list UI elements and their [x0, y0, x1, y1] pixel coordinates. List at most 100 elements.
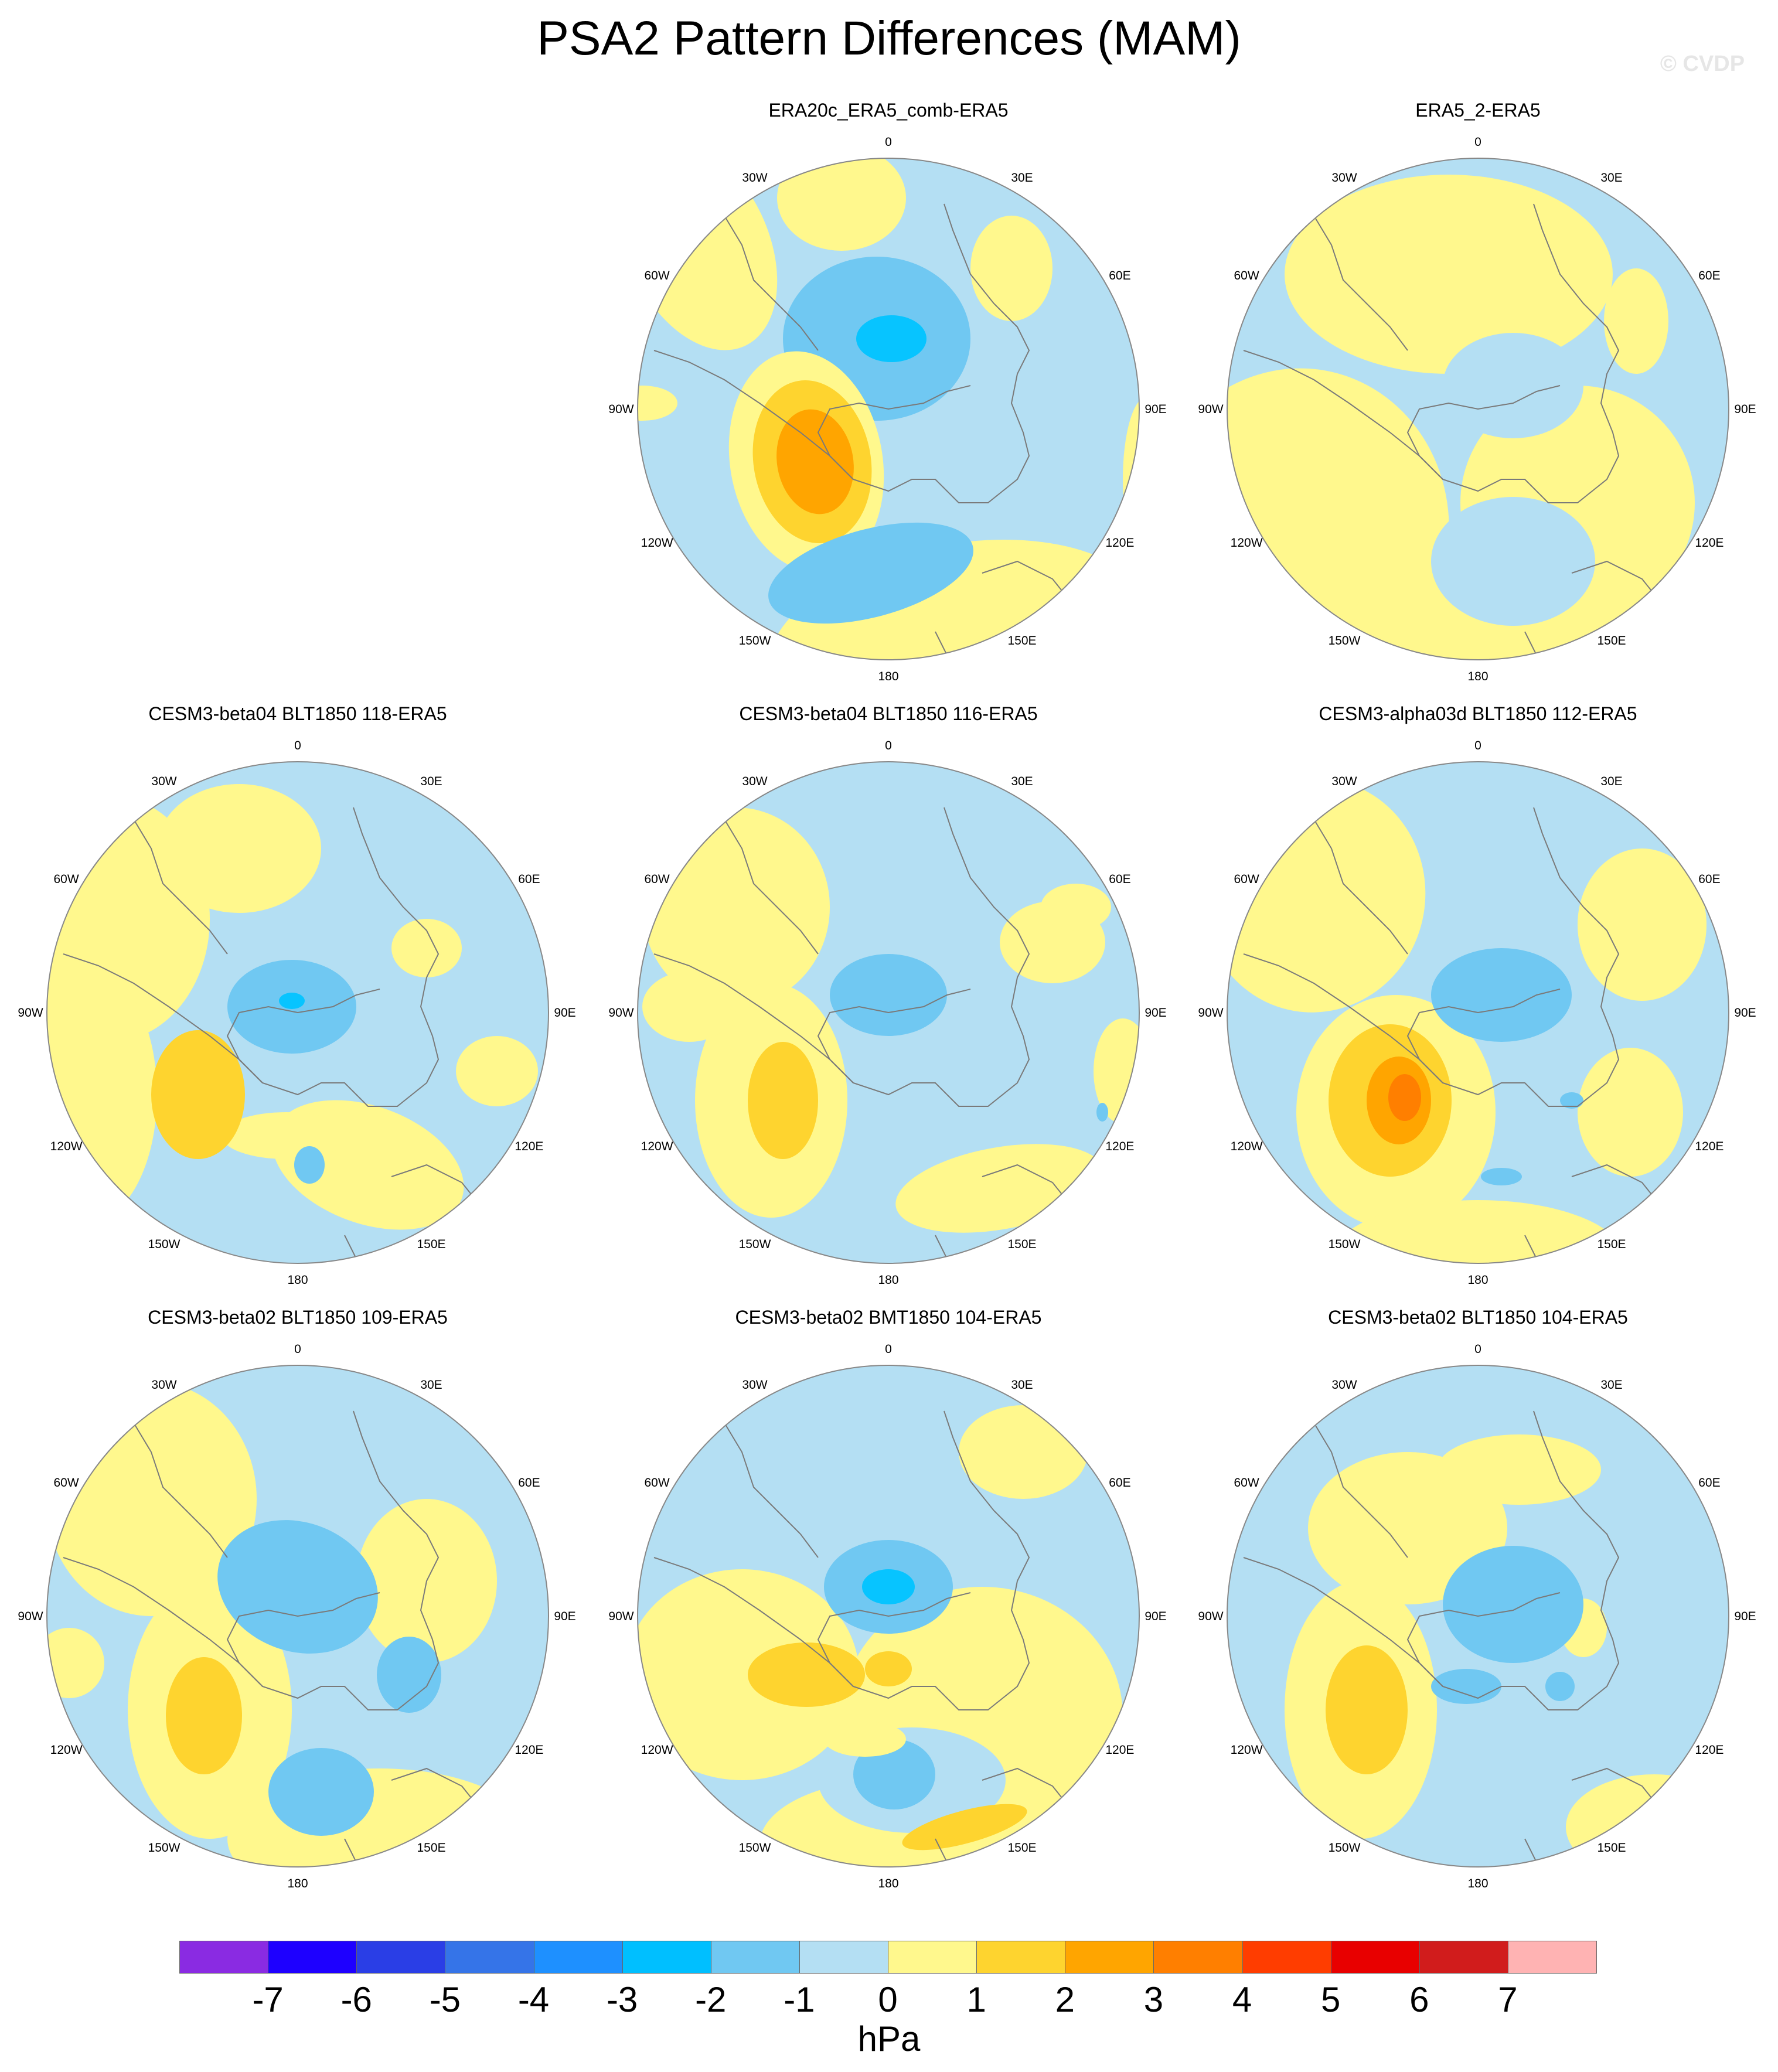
contour-region	[1545, 1672, 1575, 1701]
tick-label-mid-upper-right: 60E	[1109, 269, 1130, 282]
tick-label-right: 90E	[1734, 403, 1756, 416]
colorbar-label: 2	[1055, 1980, 1075, 2019]
colorbar-label: 0	[878, 1980, 898, 2019]
map-panel: 0 30E 60E 90E 120E 150E 180 150W 120W 90W 60W 30W C…	[16, 1306, 579, 1890]
colorbar-label: 4	[1232, 1980, 1252, 2019]
coastline	[724, 819, 819, 955]
tick-label-right: 90E	[554, 1610, 575, 1623]
tick-label-upper-right: 30E	[1011, 171, 1033, 185]
coastline	[1243, 350, 1443, 480]
contour-region	[853, 1739, 935, 1809]
tick-label-bottom: 180	[1467, 1877, 1488, 1890]
tick-label-right: 90E	[1145, 1610, 1166, 1623]
colorbar-label: -3	[606, 1980, 638, 2019]
contour-region	[865, 1651, 912, 1686]
coastline	[1313, 819, 1408, 955]
tick-label-mid-lower-right: 120E	[1105, 1140, 1134, 1153]
tick-label-mid-lower-left: 120W	[641, 1140, 673, 1153]
map-outline	[1227, 158, 1729, 660]
tick-label-bottom: 180	[287, 1273, 308, 1287]
coastline	[133, 1422, 228, 1558]
tick-label-top: 0	[1474, 1342, 1481, 1356]
panel-title: ERA5_2-ERA5	[1415, 100, 1541, 121]
colorbar-label: -6	[340, 1980, 372, 2019]
contour-region	[856, 315, 927, 362]
contour-region	[862, 1569, 915, 1604]
tick-label-mid-lower-right: 120E	[515, 1140, 543, 1153]
coastline	[653, 350, 854, 480]
contour-region	[959, 1405, 1088, 1499]
map-outline	[1227, 761, 1729, 1264]
contour-region	[1285, 175, 1613, 374]
coastline	[817, 1410, 1030, 1710]
colorbar-box	[976, 1941, 1066, 1974]
coastline	[1243, 953, 1443, 1083]
watermark: © CVDP	[1660, 52, 1745, 76]
tick-label-bottom: 180	[878, 1877, 898, 1890]
tick-label-upper-left: 30W	[1331, 775, 1357, 788]
coastline	[226, 807, 440, 1107]
coastline	[226, 1410, 440, 1710]
coastline	[724, 215, 819, 351]
tick-label-mid-lower-left: 120W	[1231, 536, 1263, 550]
map-panel: 0 30E 60E 90E 120E 150E 180 150W 120W 90W 60W 30W E…	[607, 98, 1170, 683]
contour-region	[830, 954, 947, 1036]
tick-label-top: 0	[1474, 135, 1481, 149]
tick-label-mid-lower-right: 120E	[1105, 536, 1134, 550]
coastline	[817, 807, 1030, 1107]
tick-label-mid-upper-right: 60E	[1109, 1476, 1130, 1490]
contour-region	[456, 1036, 538, 1106]
contour-region	[1227, 1862, 1320, 1867]
colorbar-box	[356, 1941, 446, 1974]
map-panel: 0 30E 60E 90E 120E 150E 180 150W 120W 90W 60W 30W E…	[1197, 98, 1759, 683]
map-svg: 0 30E 60E 90E 120E 150E 180 150W 120W 90W 60W 30W	[608, 1342, 1166, 1890]
colorbar-label: 5	[1320, 1980, 1341, 2019]
tick-label-mid-lower-right: 120E	[1695, 536, 1723, 550]
tick-label-mid-upper-left: 60W	[1234, 873, 1259, 886]
tick-label-mid-upper-right: 60E	[1109, 873, 1130, 886]
contour-region	[1331, 1200, 1624, 1263]
panel-title: CESM3-beta04 BLT1850 116-ERA5	[739, 703, 1038, 724]
tick-label-lower-left: 150W	[1329, 1841, 1361, 1855]
tick-label-right: 90E	[1734, 1006, 1756, 1020]
tick-label-top: 0	[885, 1342, 892, 1356]
tick-label-lower-right: 150E	[417, 1238, 445, 1251]
colorbar-box	[799, 1941, 888, 1974]
map-svg: 0 30E 60E 90E 120E 150E 180 150W 120W 90W 60W 30W	[1198, 1342, 1756, 1890]
colorbar-box	[445, 1941, 534, 1974]
contour-region	[151, 1030, 245, 1159]
tick-label-lower-right: 150E	[1597, 634, 1626, 648]
colorbar-label: 7	[1498, 1980, 1518, 2019]
tick-label-right: 90E	[1145, 1006, 1166, 1020]
contour-region	[1481, 1168, 1522, 1185]
tick-label-lower-right: 150E	[1597, 1841, 1626, 1855]
contour-region	[47, 966, 157, 1224]
tick-label-upper-right: 30E	[420, 1378, 442, 1392]
tick-label-left: 90W	[18, 1006, 43, 1020]
tick-label-upper-right: 30E	[1600, 171, 1622, 185]
contour-region	[1431, 497, 1595, 626]
panel-title: CESM3-beta04 BLT1850 118-ERA5	[148, 703, 447, 724]
contour-region	[1604, 268, 1668, 374]
contour-region	[768, 522, 973, 624]
contour-region	[157, 784, 321, 913]
map-panel: 0 30E 60E 90E 120E 150E 180 150W 120W 90W 60W 30W C…	[16, 702, 579, 1287]
contour-region	[217, 1520, 378, 1654]
contour-region	[1437, 1434, 1601, 1505]
tick-label-upper-right: 30E	[1011, 775, 1033, 788]
map-svg: 0 30E 60E 90E 120E 150E 180 150W 120W 90W 60W 30W	[608, 135, 1166, 683]
map-panel: 0 30E 60E 90E 120E 150E 180 150W 120W 90W 60W 30W C…	[607, 1306, 1170, 1890]
tick-label-upper-right: 30E	[420, 775, 442, 788]
tick-label-mid-lower-left: 120W	[641, 536, 673, 550]
tick-label-top: 0	[294, 1342, 301, 1356]
contour-region	[1578, 1048, 1683, 1177]
tick-label-upper-left: 30W	[151, 1378, 176, 1392]
tick-label-lower-right: 150E	[417, 1841, 445, 1855]
map-outline	[637, 761, 1140, 1264]
contour-region	[47, 1628, 104, 1698]
tick-label-lower-left: 150W	[739, 1841, 771, 1855]
map-svg: 0 30E 60E 90E 120E 150E 180 150W 120W 90W 60W 30W	[1198, 739, 1756, 1287]
coastline	[817, 203, 1030, 503]
tick-label-left: 90W	[1198, 1610, 1223, 1623]
tick-label-mid-upper-left: 60W	[644, 1476, 669, 1490]
